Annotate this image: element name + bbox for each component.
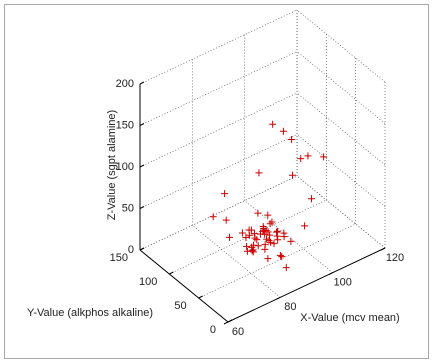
- data-point: [270, 240, 278, 248]
- grid-line: [198, 223, 356, 299]
- data-point: [273, 228, 281, 236]
- data-point: [248, 243, 256, 251]
- data-point: [266, 231, 274, 239]
- data-point: [280, 233, 288, 241]
- data-point: [279, 127, 287, 135]
- data-point: [301, 222, 309, 230]
- y-axis-label: Y-Value (alkphos alkaline): [27, 307, 153, 319]
- data-point: [221, 190, 229, 198]
- data-point: [261, 245, 269, 253]
- data-point: [263, 235, 271, 243]
- y-tick-label: 0: [210, 324, 216, 336]
- z-axis-label: Z-Value (sgpt alamine): [106, 110, 118, 220]
- x-tick: [328, 272, 333, 276]
- data-point: [251, 234, 259, 242]
- grid-line: [296, 175, 386, 249]
- data-point: [253, 236, 261, 244]
- z-tick-label: 100: [116, 161, 134, 173]
- data-point: [254, 242, 262, 250]
- data-point: [266, 220, 274, 228]
- z-tick: [139, 123, 145, 126]
- grid-line: [296, 92, 386, 166]
- grid-line: [139, 92, 298, 168]
- z-tick-label: 50: [122, 202, 134, 214]
- grid-line: [244, 200, 333, 273]
- x-tick-label: 120: [386, 252, 404, 264]
- grid-line: [139, 9, 298, 85]
- data-point: [289, 171, 297, 179]
- x-tick: [223, 321, 229, 325]
- z-tick-label: 200: [116, 78, 134, 90]
- data-point: [308, 195, 315, 203]
- y-tick-label: 150: [110, 252, 128, 264]
- data-point: [273, 227, 281, 235]
- data-point: [287, 237, 295, 245]
- data-point: [278, 253, 286, 261]
- y-tick-label: 100: [139, 276, 157, 288]
- x-axis-label: X-Value (mcv mean): [300, 312, 399, 324]
- grid-line: [192, 225, 281, 298]
- y-tick: [198, 295, 203, 299]
- data-point: [209, 213, 217, 221]
- x-axis: [227, 247, 386, 323]
- data-point: [243, 242, 251, 250]
- data-point: [261, 230, 269, 238]
- data-point: [288, 135, 296, 143]
- x-tick-label: 60: [232, 326, 244, 338]
- z-tick-label: 0: [128, 244, 134, 256]
- data-point: [266, 238, 274, 246]
- data-point: [262, 226, 270, 234]
- grid-line: [139, 51, 298, 126]
- data-point: [254, 209, 262, 217]
- z-tick: [139, 247, 145, 251]
- data-point: [250, 230, 258, 238]
- data-point: [264, 255, 272, 263]
- data-point: [274, 236, 282, 244]
- data-point: [268, 218, 276, 226]
- data-point: [297, 155, 305, 163]
- data-point: [320, 153, 328, 161]
- grid-line: [296, 9, 386, 83]
- data-point: [282, 264, 290, 272]
- frame: [4, 4, 429, 359]
- data-point: [304, 152, 312, 160]
- y-axis: [139, 249, 229, 323]
- z-tick: [139, 164, 145, 168]
- data-point: [238, 229, 246, 237]
- grid-line: [169, 199, 327, 275]
- data-point: [255, 169, 263, 177]
- grid-line: [139, 175, 298, 251]
- data-point: [247, 226, 255, 234]
- data-point: [276, 251, 284, 259]
- grid-line: [296, 51, 386, 124]
- z-tick: [139, 206, 145, 209]
- data-point: [259, 223, 267, 231]
- y-tick: [227, 319, 233, 323]
- x-tick: [380, 247, 386, 251]
- z-tick: [139, 81, 145, 85]
- x-tick: [276, 296, 281, 300]
- data-point: [222, 216, 230, 224]
- y-tick: [169, 271, 174, 275]
- grid-line: [296, 134, 386, 207]
- data-point: [264, 211, 272, 219]
- x-tick-label: 100: [333, 277, 351, 289]
- z-tick-label: 150: [116, 119, 134, 131]
- x-tick-label: 80: [284, 301, 296, 313]
- grid-line: [139, 134, 298, 209]
- y-tick-label: 50: [174, 300, 186, 312]
- data-point: [269, 120, 277, 128]
- data-point: [226, 233, 234, 241]
